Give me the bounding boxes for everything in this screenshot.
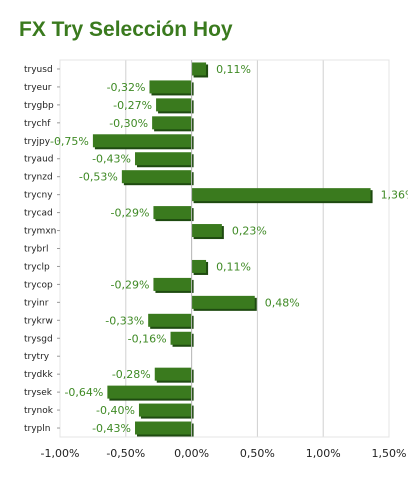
category-label: trynzd [24, 173, 53, 183]
value-label: -0,28% [112, 368, 151, 381]
value-label: -0,40% [96, 404, 135, 417]
value-label: -0,32% [107, 81, 146, 94]
category-label: trymxn [24, 227, 56, 237]
category-label: tryinr [24, 298, 49, 308]
category-label: tryusd [24, 65, 53, 75]
value-label: -0,75% [50, 135, 89, 148]
category-label: trykrw [24, 316, 53, 326]
category-label: trysek [24, 388, 53, 398]
bar [191, 188, 371, 202]
x-tick-label: -1,00% [41, 447, 80, 460]
category-label: trypln [24, 424, 50, 434]
category-label: trysgd [24, 334, 53, 344]
value-label: -0,16% [128, 332, 167, 345]
value-label: -0,53% [79, 171, 118, 184]
category-label: tryclp [24, 262, 50, 272]
category-label: trycop [24, 280, 53, 290]
bar [191, 259, 207, 273]
value-label: -0,64% [64, 386, 103, 399]
bar [138, 403, 192, 417]
bar [153, 206, 192, 220]
bar [107, 385, 192, 399]
category-label: trytry [24, 352, 50, 362]
bar [191, 224, 222, 238]
category-label: tryjpy [24, 137, 51, 147]
value-label: -0,29% [111, 278, 150, 291]
category-label: trycny [24, 191, 53, 201]
value-label: 1,36% [381, 189, 408, 202]
chart-title: FX Try Selección Hoy [19, 18, 233, 41]
bar [92, 134, 192, 148]
value-label: 0,48% [265, 296, 300, 309]
x-tick-label: 1,00% [306, 447, 341, 460]
value-label: -0,33% [105, 314, 144, 327]
value-label: -0,43% [92, 422, 131, 435]
category-label: trydkk [24, 370, 53, 380]
category-label: trygbp [24, 101, 54, 111]
x-tick-label: -0,50% [106, 447, 145, 460]
x-tick-label: 0,50% [240, 447, 275, 460]
category-label: tryeur [24, 83, 52, 93]
bar [152, 116, 192, 130]
bar [191, 295, 255, 309]
category-label: trynok [24, 406, 54, 416]
bar [156, 98, 192, 112]
value-label: 0,11% [216, 260, 251, 273]
bar [149, 80, 192, 94]
bar [135, 152, 192, 166]
category-label: trybrl [24, 245, 48, 255]
value-label: -0,30% [109, 117, 148, 130]
bar [154, 367, 192, 381]
value-label: -0,27% [113, 99, 152, 112]
value-label: 0,11% [216, 63, 251, 76]
bar [135, 421, 192, 435]
category-label: trychf [24, 119, 51, 129]
bar [153, 277, 192, 291]
category-label: trycad [24, 209, 53, 219]
bar [121, 170, 192, 184]
x-tick-label: 1,50% [372, 447, 407, 460]
value-label: -0,43% [92, 153, 131, 166]
bar [148, 313, 192, 327]
bar [170, 331, 192, 345]
category-label: tryaud [24, 155, 54, 165]
bar [191, 62, 207, 76]
x-tick-label: 0,00% [174, 447, 209, 460]
value-label: 0,23% [232, 225, 267, 238]
value-label: -0,29% [111, 207, 150, 220]
